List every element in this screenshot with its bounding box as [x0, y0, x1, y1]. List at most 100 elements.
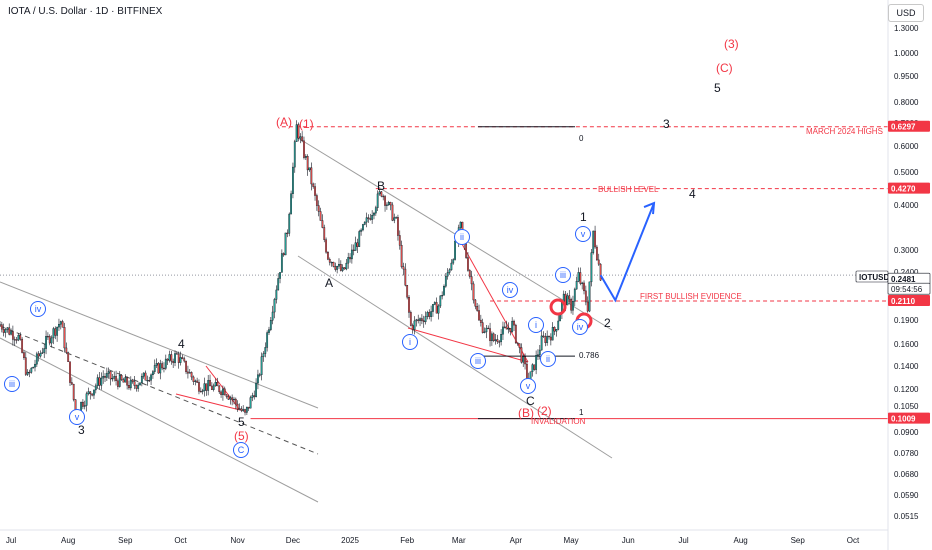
wedge-line-3	[407, 327, 529, 363]
candle-body	[437, 305, 440, 314]
candle-body	[187, 371, 189, 374]
candle-body	[282, 253, 285, 256]
price-tick-label: 0.5000	[894, 168, 919, 177]
candle-body	[222, 388, 224, 395]
candle-body	[8, 327, 11, 335]
candle-body	[570, 299, 573, 311]
candle-body	[288, 213, 291, 234]
candle-body	[157, 363, 160, 374]
march-highs-label: MARCH 2024 HIGHS	[806, 127, 883, 136]
price-tick-label: 1.0000	[894, 49, 919, 58]
circled-wave-label: iii	[4, 376, 20, 392]
candle-body	[330, 261, 333, 264]
candle-body	[233, 398, 235, 401]
circled-wave-label-text: iii	[475, 356, 481, 366]
circled-wave-label: v	[520, 378, 536, 394]
bullish-level-tag-text: 0.4270	[891, 185, 916, 194]
time-axis[interactable]: Jul Aug Sep Oct Nov Dec 2025 Feb Mar Apr May Jun Jul…	[6, 536, 860, 545]
candle-body	[597, 259, 600, 265]
candle-body	[531, 364, 534, 372]
candle-body	[420, 318, 423, 321]
candle-body	[48, 336, 51, 344]
circled-wave-label-text: i	[409, 337, 411, 347]
candle-body	[4, 329, 7, 333]
candle-body	[385, 204, 388, 206]
candle-body	[128, 385, 130, 389]
fib-0-label: 0	[579, 134, 584, 143]
symbol-title[interactable]: IOTA / U.S. Dollar · 1D · BITFINEX	[8, 6, 163, 17]
candle-body	[179, 357, 182, 363]
wave-label-black: C	[526, 394, 535, 408]
circled-wave-label-text: iv	[577, 322, 584, 332]
channel-dashed-line	[0, 325, 319, 455]
candle-body	[520, 347, 523, 363]
invalidation-label: INVALIDATION	[531, 417, 586, 426]
candle-body	[96, 377, 99, 387]
candle-body	[494, 339, 497, 341]
candle-body	[376, 193, 379, 208]
candle-body	[284, 232, 287, 256]
candle-body	[183, 358, 186, 362]
candle-body	[380, 191, 383, 197]
wave-label-black: 5	[714, 81, 721, 95]
candle-body	[424, 316, 427, 323]
candle-body	[290, 193, 292, 215]
candle-body	[387, 202, 390, 206]
candle-body	[245, 406, 248, 413]
candle-body	[371, 215, 374, 220]
candle-body	[474, 299, 477, 307]
currency-button[interactable]: USD	[888, 4, 924, 22]
symbol-tag: IOTUSD	[855, 270, 889, 283]
candle-body	[470, 276, 473, 285]
circled-wave-label: iii	[470, 353, 486, 369]
candle-body	[389, 202, 392, 206]
trend-channels	[0, 137, 613, 503]
candle-body	[345, 262, 348, 270]
candle-body	[188, 372, 191, 374]
candle-body	[382, 195, 385, 198]
circled-wave-label: v	[575, 226, 591, 242]
candle-body	[349, 257, 351, 260]
candle-body	[28, 371, 31, 374]
candle-body	[489, 328, 491, 341]
candle-body	[54, 328, 57, 336]
candle-body	[72, 383, 75, 400]
candle-body	[111, 377, 114, 380]
price-axis[interactable]: 1.30001.00000.95000.80000.70000.60000.50…	[894, 24, 919, 521]
candle-body	[409, 312, 412, 326]
candle-body	[518, 343, 521, 348]
candle-body	[391, 204, 394, 221]
candle-body	[540, 335, 543, 351]
candle-body	[369, 218, 372, 220]
candle-body	[584, 290, 587, 303]
candle-body	[229, 397, 232, 400]
candle-body	[446, 272, 449, 277]
circled-wave-label: ii	[454, 229, 470, 245]
circled-wave-label-text: v	[526, 381, 531, 391]
candle-body	[37, 353, 40, 357]
candle-body	[247, 406, 250, 409]
wave-label-black: 3	[663, 117, 670, 131]
candle-body	[212, 385, 215, 390]
candle-body	[198, 382, 200, 392]
candle-body	[43, 348, 46, 353]
candle-body	[83, 405, 86, 407]
candle-body	[317, 205, 320, 212]
candle-body	[24, 357, 27, 375]
first-bullish-evidence-tag-text: 0.2110	[891, 297, 916, 306]
candle-body	[354, 242, 357, 251]
candle-body	[465, 243, 468, 258]
candle-body	[408, 296, 410, 313]
candle-body	[384, 196, 386, 206]
price-tick-label: 0.8000	[894, 98, 919, 107]
candle-body	[93, 389, 95, 396]
candle-body	[566, 295, 569, 306]
candle-body	[397, 217, 399, 236]
candle-body	[118, 375, 121, 387]
candle-body	[172, 360, 175, 363]
candle-body	[159, 363, 162, 374]
candle-body	[85, 393, 88, 406]
bullish-level-tag: 0.4270	[888, 182, 930, 194]
